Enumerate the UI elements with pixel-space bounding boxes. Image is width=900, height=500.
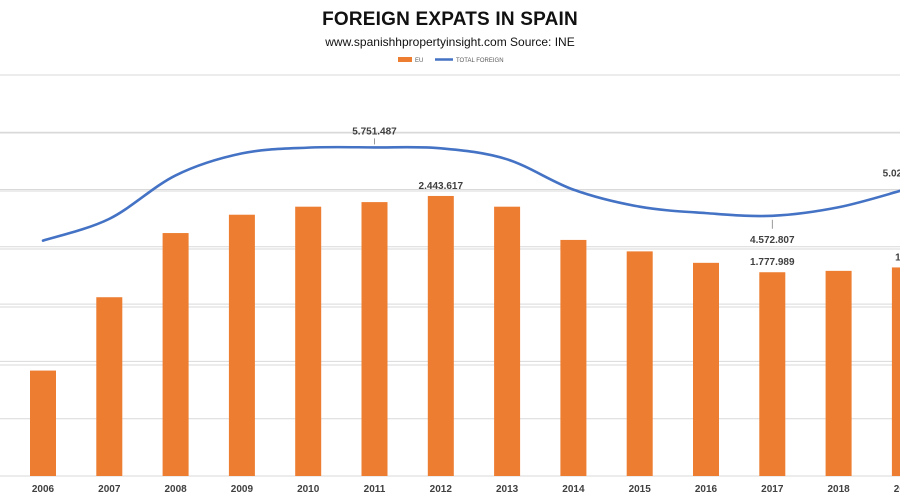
eu-bar-series bbox=[30, 195, 900, 476]
eu-bar-2008 bbox=[162, 233, 189, 476]
total-foreign-line bbox=[41, 145, 900, 242]
eu-bar-2011 bbox=[361, 202, 388, 476]
legend-eu-swatch bbox=[398, 57, 412, 62]
eu-bar-2018 bbox=[825, 270, 852, 476]
x-tick-label-2014: 2014 bbox=[562, 484, 585, 495]
eu-bar-2006 bbox=[30, 370, 56, 476]
eu-bar-2017 bbox=[759, 272, 786, 476]
legend-total-foreign-label: TOTAL FOREIGN bbox=[456, 58, 504, 64]
x-tick-label-2009: 2009 bbox=[231, 484, 254, 495]
x-tick-label-2016: 2016 bbox=[695, 484, 718, 495]
data-label-eu-2012: 2.443.617 bbox=[419, 181, 464, 192]
x-tick-label-2007: 2007 bbox=[98, 484, 121, 495]
chart-title: FOREIGN EXPATS IN SPAIN bbox=[322, 9, 578, 30]
x-tick-label-2012: 2012 bbox=[430, 484, 453, 495]
x-tick-label-2018: 2018 bbox=[827, 484, 850, 495]
data-labels: 5.751.487 4.572.807 5.025.264 2.443.617 1.77… bbox=[352, 126, 900, 268]
data-label-total-foreign-2019: 5.025.264 bbox=[883, 169, 900, 180]
x-tick-label-2015: 2015 bbox=[629, 484, 652, 495]
x-tick-label-2017: 2017 bbox=[761, 484, 784, 495]
eu-bar-2012 bbox=[427, 195, 454, 476]
x-tick-label-2019: 2019 bbox=[894, 484, 900, 495]
chart-subtitle: www.spanishhpropertyinsight.com Source: … bbox=[325, 35, 575, 49]
eu-bar-2010 bbox=[295, 206, 322, 476]
x-tick-label-2013: 2013 bbox=[496, 484, 519, 495]
data-label-total-foreign-2017: 4.572.807 bbox=[750, 235, 795, 246]
legend-eu-label: EU bbox=[415, 58, 423, 64]
total-foreign-line-series bbox=[41, 145, 900, 242]
x-tick-label-2011: 2011 bbox=[364, 484, 386, 495]
x-tick-label-2010: 2010 bbox=[297, 484, 320, 495]
eu-bar-2016 bbox=[693, 262, 719, 476]
x-tick-label-2006: 2006 bbox=[32, 484, 55, 495]
eu-bar-2014 bbox=[560, 239, 587, 476]
eu-bar-2015 bbox=[626, 251, 653, 476]
data-label-eu-2019: 1.82 bbox=[895, 252, 900, 263]
eu-bar-2019 bbox=[891, 267, 900, 476]
eu-bar-2007 bbox=[96, 297, 123, 476]
eu-bar-2009 bbox=[228, 214, 255, 476]
eu-bar-2013 bbox=[494, 206, 521, 476]
x-tick-label-2008: 2008 bbox=[164, 484, 187, 495]
data-label-total-foreign-2011: 5.751.487 bbox=[352, 126, 397, 137]
legend: EU TOTAL FOREIGN bbox=[398, 57, 504, 64]
data-label-eu-2017: 1.777.989 bbox=[750, 257, 795, 268]
x-axis: 2006 2007 2008 2009 2010 2011 2012 2013 2014 2015… bbox=[32, 484, 900, 495]
